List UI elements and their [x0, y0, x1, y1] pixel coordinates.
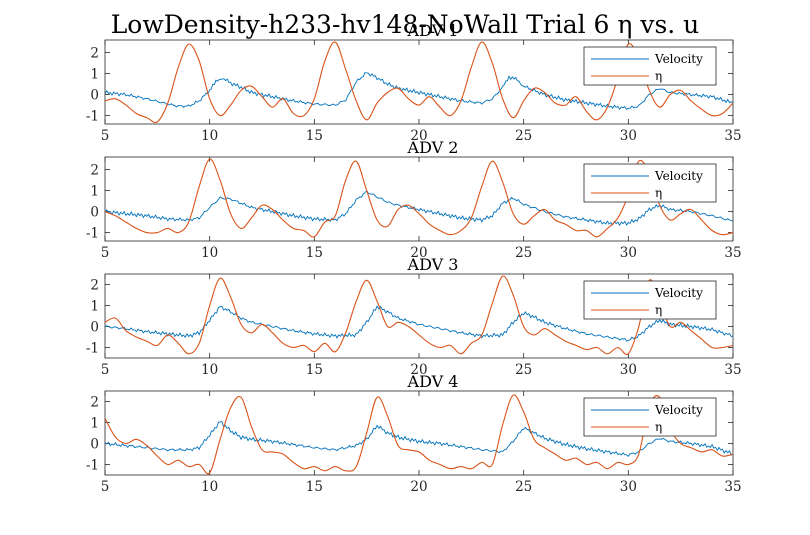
x-tick-label: 20 [410, 128, 427, 144]
legend-label: Velocity [654, 52, 703, 66]
subplot-2: 5 10 15 20 25 30 35 -1 0 1 2 ADV 2 Velocity η [86, 138, 742, 261]
y-tick-label: 2 [90, 278, 99, 294]
subplot-title: ADV 2 [407, 138, 459, 157]
eta-line [105, 275, 733, 356]
subplot-3: 5 10 15 20 25 30 35 -1 0 1 2 ADV 3 Velocity η [86, 255, 742, 378]
y-tick-label: 1 [90, 67, 99, 83]
x-tick-label: 15 [306, 362, 323, 378]
y-tick-label: -1 [86, 458, 99, 474]
y-tick-label: 0 [90, 437, 99, 453]
figure-title: LowDensity-h233-hv148-NoWall Trial 6 η v… [111, 10, 700, 39]
eta-line [105, 41, 733, 124]
y-tick-label: -1 [86, 341, 99, 357]
x-tick-label: 20 [410, 479, 427, 495]
y-tick-label: 0 [90, 205, 99, 221]
x-tick-label: 15 [306, 128, 323, 144]
x-tick-label: 25 [515, 245, 532, 261]
y-tick-label: 0 [90, 320, 99, 336]
velocity-line [105, 72, 733, 111]
x-tick-label: 35 [724, 245, 741, 261]
x-tick-label: 10 [201, 245, 218, 261]
x-tick-label: 20 [410, 245, 427, 261]
subplot-title: ADV 4 [407, 372, 459, 391]
velocity-line [105, 305, 733, 342]
y-tick-label: -1 [86, 226, 99, 242]
x-tick-label: 30 [620, 245, 637, 261]
x-tick-label: 35 [724, 128, 741, 144]
x-tick-label: 35 [724, 362, 741, 378]
x-tick-label: 20 [410, 362, 427, 378]
legend-label: Velocity [654, 169, 703, 183]
legend-box [583, 280, 717, 320]
eta-line [105, 394, 733, 475]
x-tick-label: 10 [201, 362, 218, 378]
x-tick-label: 30 [620, 362, 637, 378]
legend-label: Velocity [654, 286, 703, 300]
x-tick-label: 25 [515, 479, 532, 495]
velocity-line [105, 421, 733, 457]
legend-label: Velocity [654, 403, 703, 417]
legend: Velocity η [583, 163, 717, 203]
legend-label: η [655, 420, 662, 434]
x-tick-label: 25 [515, 128, 532, 144]
y-tick-label: 2 [90, 46, 99, 62]
legend-label: η [655, 303, 662, 317]
legend: Velocity η [583, 46, 717, 86]
x-tick-label: 15 [306, 479, 323, 495]
x-tick-label: 5 [101, 362, 110, 378]
subplot-title: ADV 1 [407, 21, 459, 40]
x-tick-label: 5 [101, 128, 110, 144]
legend-box [583, 163, 717, 203]
x-tick-label: 30 [620, 479, 637, 495]
x-tick-label: 15 [306, 245, 323, 261]
y-tick-label: 2 [90, 163, 99, 179]
x-tick-label: 5 [101, 245, 110, 261]
y-tick-label: 0 [90, 88, 99, 104]
x-tick-label: 10 [201, 479, 218, 495]
subplot-title: ADV 3 [407, 255, 459, 274]
x-tick-label: 30 [620, 128, 637, 144]
y-tick-label: -1 [86, 109, 99, 125]
x-tick-label: 10 [201, 128, 218, 144]
y-tick-label: 1 [90, 299, 99, 315]
legend-box [583, 397, 717, 437]
velocity-line [105, 190, 733, 227]
legend-box [583, 46, 717, 86]
y-tick-label: 1 [90, 184, 99, 200]
x-tick-label: 5 [101, 479, 110, 495]
subplot-4: 5 10 15 20 25 30 35 -1 0 1 2 ADV 4 Velocity η [86, 372, 742, 495]
legend-label: η [655, 69, 662, 83]
y-tick-label: 1 [90, 416, 99, 432]
legend: Velocity η [583, 397, 717, 437]
legend: Velocity η [583, 280, 717, 320]
x-tick-label: 25 [515, 362, 532, 378]
legend-label: η [655, 186, 662, 200]
x-tick-label: 35 [724, 479, 741, 495]
y-tick-label: 2 [90, 395, 99, 411]
subplot-1: 5 10 15 20 25 30 35 -1 0 1 2 ADV 1 Velocity η [86, 21, 742, 144]
